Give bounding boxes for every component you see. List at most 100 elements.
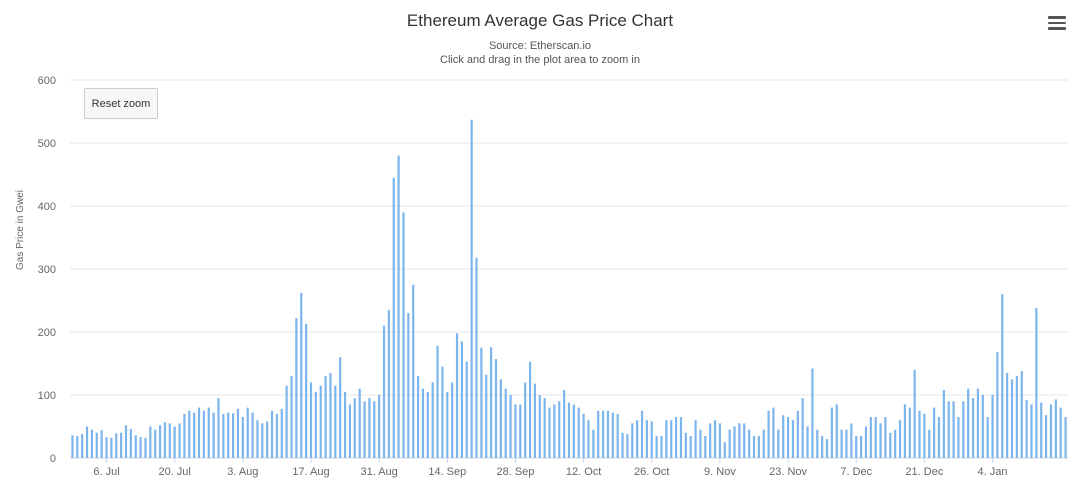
bar[interactable] [670, 420, 673, 458]
bar[interactable] [490, 347, 493, 458]
bar[interactable] [733, 426, 736, 459]
bar[interactable] [1059, 407, 1062, 458]
bar[interactable] [455, 333, 459, 458]
bar[interactable] [801, 398, 804, 458]
bar[interactable] [879, 423, 882, 458]
bar[interactable] [645, 420, 648, 458]
bar[interactable] [100, 430, 103, 458]
bar[interactable] [894, 429, 897, 458]
bar[interactable] [933, 407, 936, 458]
bar[interactable] [373, 401, 376, 458]
bar[interactable] [85, 426, 89, 459]
bar[interactable] [446, 391, 449, 458]
bar[interactable] [305, 323, 308, 458]
bar[interactable] [860, 435, 863, 458]
bar[interactable] [928, 429, 931, 458]
bar[interactable] [509, 395, 512, 458]
bar[interactable] [675, 417, 678, 458]
bar[interactable] [592, 429, 595, 458]
bar[interactable] [120, 432, 123, 458]
bar[interactable] [563, 389, 566, 458]
bar[interactable] [261, 423, 264, 458]
bar[interactable] [567, 402, 571, 458]
bar[interactable] [996, 352, 999, 458]
bar[interactable] [631, 423, 634, 458]
bar[interactable] [334, 385, 337, 458]
bar[interactable] [416, 376, 420, 458]
bar[interactable] [903, 404, 907, 458]
bar[interactable] [402, 212, 405, 458]
bar[interactable] [694, 420, 697, 458]
bar[interactable] [183, 413, 186, 458]
bar[interactable] [1006, 372, 1009, 458]
bar[interactable] [611, 412, 614, 458]
bar[interactable] [129, 429, 132, 458]
bar[interactable] [597, 410, 600, 458]
bar[interactable] [967, 388, 970, 458]
bar[interactable] [855, 435, 858, 458]
bar[interactable] [796, 410, 799, 458]
bar[interactable] [412, 284, 415, 458]
bar[interactable] [1010, 379, 1014, 458]
bar[interactable] [898, 420, 902, 458]
bar[interactable] [480, 347, 483, 458]
bar[interactable] [188, 410, 191, 458]
bar[interactable] [811, 368, 814, 458]
bar[interactable] [426, 391, 429, 458]
bar[interactable] [601, 410, 605, 458]
bar[interactable] [738, 423, 741, 458]
bar[interactable] [528, 361, 532, 458]
bar[interactable] [850, 423, 853, 458]
bar[interactable] [723, 442, 726, 458]
bar[interactable] [947, 401, 950, 458]
bar[interactable] [256, 420, 259, 458]
bar[interactable] [95, 432, 98, 458]
bar[interactable] [134, 435, 137, 458]
bar[interactable] [524, 382, 527, 458]
bar[interactable] [616, 413, 619, 458]
bar[interactable] [786, 417, 790, 458]
bar[interactable] [353, 398, 356, 458]
bar[interactable] [158, 425, 162, 458]
bar[interactable] [937, 417, 941, 458]
bar[interactable] [227, 412, 230, 458]
bar[interactable] [368, 398, 371, 458]
bar[interactable] [1054, 399, 1057, 458]
bar[interactable] [1035, 308, 1038, 458]
bar[interactable] [499, 379, 502, 458]
bar[interactable] [577, 407, 580, 458]
bar[interactable] [1001, 294, 1004, 458]
bar[interactable] [864, 426, 868, 459]
bar[interactable] [777, 429, 780, 458]
bar[interactable] [1064, 417, 1067, 458]
bar[interactable] [470, 119, 473, 458]
bar[interactable] [845, 429, 848, 458]
bar[interactable] [285, 385, 288, 458]
bar[interactable] [144, 437, 147, 458]
bar[interactable] [343, 391, 347, 458]
bar[interactable] [572, 404, 575, 458]
bar[interactable] [295, 318, 298, 458]
bar[interactable] [324, 376, 327, 458]
bar[interactable] [178, 423, 181, 458]
bar[interactable] [431, 382, 434, 458]
bar[interactable] [835, 404, 838, 458]
bar[interactable] [743, 423, 746, 458]
bar[interactable] [689, 435, 692, 458]
bar[interactable] [105, 437, 108, 458]
bar[interactable] [962, 401, 965, 458]
bar[interactable] [655, 435, 658, 458]
bar[interactable] [748, 429, 751, 458]
bar[interactable] [1020, 371, 1023, 458]
bar[interactable] [329, 372, 332, 458]
bar[interactable] [665, 420, 668, 458]
bar[interactable] [757, 435, 760, 458]
bar[interactable] [558, 401, 561, 458]
bar[interactable] [110, 437, 113, 458]
bar[interactable] [772, 407, 775, 458]
bar[interactable] [543, 398, 546, 458]
bar[interactable] [154, 429, 157, 458]
bar[interactable] [553, 404, 556, 458]
bar[interactable] [699, 429, 702, 458]
